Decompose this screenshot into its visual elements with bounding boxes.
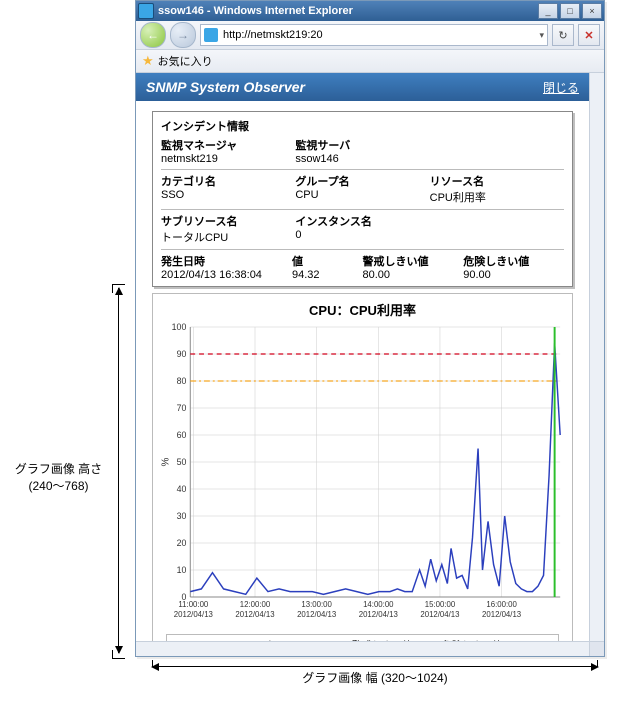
- dropdown-icon[interactable]: ▾: [539, 30, 544, 41]
- field-label: インスタンス名: [295, 213, 429, 229]
- field-label: グループ名: [295, 173, 429, 189]
- svg-text:2012/04/13: 2012/04/13: [359, 610, 399, 619]
- svg-text:100: 100: [172, 322, 187, 332]
- field-label: サブリソース名: [161, 213, 295, 229]
- app-banner: SNMP System Observer 閉じる: [136, 73, 589, 101]
- page-icon: [204, 28, 218, 42]
- height-annotation-label: グラフ画像 高さ(240～768): [6, 460, 111, 494]
- svg-text:40: 40: [177, 484, 187, 494]
- width-annotation-label: グラフ画像 幅 (320～1024): [152, 669, 598, 686]
- field-label: 監視マネージャ: [161, 137, 295, 153]
- svg-text:16:00:00: 16:00:00: [486, 600, 517, 609]
- svg-text:2012/04/13: 2012/04/13: [482, 610, 522, 619]
- vertical-scrollbar[interactable]: [589, 73, 604, 642]
- field-label: 警戒しきい値: [363, 253, 464, 269]
- field-value: ssow146: [295, 153, 338, 165]
- field-label: 発生日時: [161, 253, 292, 269]
- chart-plot: 010203040506070809010011:00:002012/04/13…: [157, 321, 568, 631]
- field-value: 0: [295, 229, 301, 241]
- field-value: SSO: [161, 189, 184, 201]
- field-label: 監視サーバ: [295, 137, 429, 153]
- field-value: トータルCPU: [161, 232, 228, 244]
- chart-title: CPU：CPU利用率: [157, 300, 568, 319]
- svg-text:50: 50: [177, 457, 187, 467]
- panel-row: 発生日時2012/04/13 16:38:04 値94.32 警戒しきい値80.…: [161, 252, 564, 282]
- browser-window: ssow146 - Windows Internet Explorer _ □ …: [135, 0, 605, 657]
- svg-text:30: 30: [177, 511, 187, 521]
- field-value: 94.32: [292, 269, 320, 281]
- banner-close-link[interactable]: 閉じる: [543, 79, 579, 96]
- field-label: 値: [292, 253, 363, 269]
- address-bar[interactable]: ▾: [200, 24, 548, 46]
- field-label: カテゴリ名: [161, 173, 295, 189]
- field-value: netmskt219: [161, 153, 218, 165]
- svg-text:90: 90: [177, 349, 187, 359]
- width-annotation: グラフ画像 幅 (320～1024): [152, 660, 598, 686]
- svg-text:12:00:00: 12:00:00: [240, 600, 271, 609]
- panel-row: 監視マネージャnetmskt219 監視サーバssow146: [161, 136, 564, 166]
- stop-button[interactable]: ✕: [578, 24, 600, 46]
- panel-row: カテゴリ名SSO グループ名CPU リソース名 CPU利用率: [161, 172, 564, 206]
- horizontal-scrollbar[interactable]: [136, 641, 590, 656]
- svg-text:2012/04/13: 2012/04/13: [235, 610, 275, 619]
- chart-container: CPU：CPU利用率 010203040506070809010011:00:0…: [152, 293, 573, 642]
- field-value: CPU: [295, 189, 318, 201]
- field-value: 90.00: [463, 269, 491, 281]
- star-icon[interactable]: ★: [142, 53, 154, 69]
- svg-text:70: 70: [177, 403, 187, 413]
- svg-text:2012/04/13: 2012/04/13: [420, 610, 460, 619]
- field-value: 80.00: [363, 269, 391, 281]
- svg-text:10: 10: [177, 565, 187, 575]
- svg-text:11:00:00: 11:00:00: [178, 600, 208, 609]
- favorites-label[interactable]: お気に入り: [158, 53, 213, 69]
- refresh-button[interactable]: ↻: [552, 24, 574, 46]
- panel-heading: インシデント情報: [161, 118, 564, 134]
- field-label: リソース名: [430, 173, 564, 189]
- page-content: SNMP System Observer 閉じる インシデント情報 監視マネージ…: [136, 73, 590, 642]
- svg-text:13:00:00: 13:00:00: [301, 600, 332, 609]
- forward-button[interactable]: →: [170, 22, 196, 48]
- svg-text:2012/04/13: 2012/04/13: [297, 610, 337, 619]
- titlebar: ssow146 - Windows Internet Explorer _ □ …: [136, 1, 604, 21]
- minimize-button[interactable]: _: [538, 3, 558, 19]
- field-value: CPU利用率: [430, 192, 486, 204]
- incident-info-panel: インシデント情報 監視マネージャnetmskt219 監視サーバssow146 …: [152, 111, 573, 287]
- nav-toolbar: ← → ▾ ↻ ✕: [136, 21, 604, 50]
- field-value: 2012/04/13 16:38:04: [161, 269, 262, 281]
- svg-text:80: 80: [177, 376, 187, 386]
- window-title: ssow146 - Windows Internet Explorer: [158, 5, 536, 17]
- url-input[interactable]: [221, 28, 536, 42]
- close-window-button[interactable]: ×: [582, 3, 602, 19]
- svg-text:14:00:00: 14:00:00: [363, 600, 394, 609]
- ie-favicon: [138, 3, 154, 19]
- svg-text:20: 20: [177, 538, 187, 548]
- svg-text:%: %: [161, 457, 172, 466]
- app-title: SNMP System Observer: [146, 79, 305, 95]
- svg-text:2012/04/13: 2012/04/13: [174, 610, 214, 619]
- panel-row: サブリソース名トータルCPU インスタンス名0: [161, 212, 564, 246]
- back-button[interactable]: ←: [140, 22, 166, 48]
- svg-text:15:00:00: 15:00:00: [425, 600, 456, 609]
- field-label: 危険しきい値: [463, 253, 564, 269]
- favorites-bar: ★ お気に入り: [136, 50, 604, 73]
- maximize-button[interactable]: □: [560, 3, 580, 19]
- svg-text:60: 60: [177, 430, 187, 440]
- scroll-corner: [589, 641, 604, 656]
